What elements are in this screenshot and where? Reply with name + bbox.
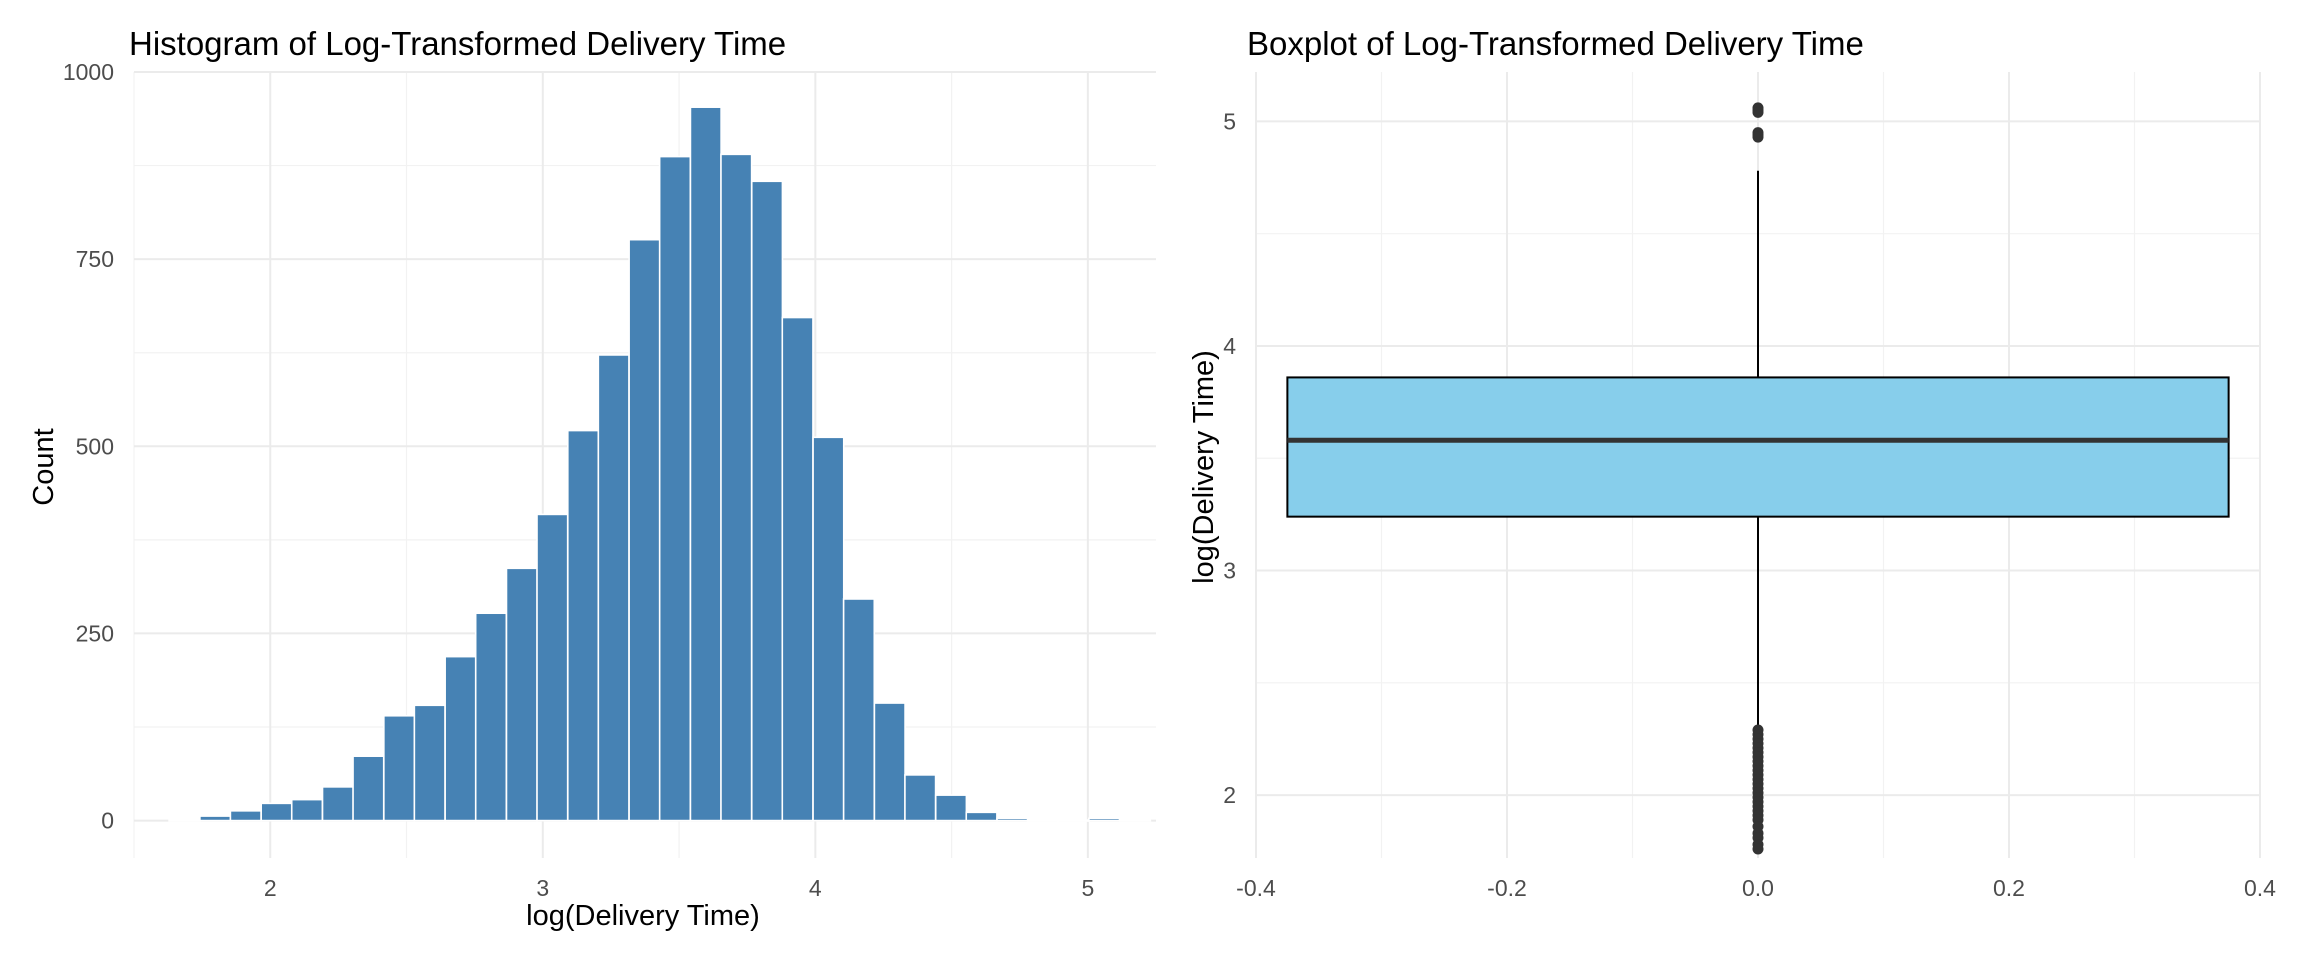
histogram-bar	[750, 180, 784, 822]
boxplot-y-ticks: 2 3 4 5	[1223, 108, 1236, 808]
boxplot-outlier-point	[1752, 106, 1764, 118]
histogram-panel: Histogram of Log-Transformed Delivery Ti…	[28, 25, 1156, 932]
histogram-bar	[1026, 819, 1060, 822]
boxplot-outlier-point	[1752, 131, 1764, 143]
histogram-bar	[996, 817, 1029, 822]
histogram-y-tick-label: 250	[76, 620, 114, 646]
histogram-bar	[904, 774, 937, 822]
histogram-bar	[567, 429, 600, 822]
boxplot-x-tick-label: -0.2	[1487, 875, 1527, 901]
boxplot-x-tick-label: 0.2	[1993, 875, 2025, 901]
histogram-bar	[168, 819, 201, 822]
histogram-bar	[1088, 817, 1121, 822]
boxplot-y-tick-label: 5	[1223, 108, 1236, 134]
boxplot-body	[1286, 170, 2230, 726]
histogram-x-axis-title: log(Delivery Time)	[526, 900, 760, 932]
histogram-x-tick-label: 5	[1081, 875, 1094, 901]
histogram-bar	[413, 704, 446, 822]
histogram-bar	[536, 513, 569, 822]
histogram-bar	[444, 655, 477, 822]
histogram-x-tick-label: 3	[536, 875, 549, 901]
boxplot-outliers	[1752, 102, 1764, 855]
histogram-bars	[168, 106, 1152, 822]
histogram-bar	[934, 794, 968, 822]
histogram-x-tick-label: 2	[264, 875, 277, 901]
histogram-bar	[383, 714, 416, 822]
boxplot-x-tick-label: 0.0	[1742, 875, 1774, 901]
histogram-bar	[720, 153, 753, 822]
histogram-bar	[965, 811, 998, 822]
histogram-bar	[474, 612, 508, 822]
histogram-y-tick-label: 0	[101, 808, 114, 834]
boxplot-y-axis-title: log(Delivery Time)	[1188, 350, 1220, 584]
histogram-bar	[689, 106, 722, 822]
histogram-y-axis-title: Count	[28, 428, 60, 505]
histogram-x-ticks: 2 3 4 5	[264, 875, 1094, 901]
boxplot-x-ticks: -0.4 -0.2 0.0 0.2 0.4	[1236, 875, 2276, 901]
histogram-bar	[628, 238, 661, 822]
histogram-y-tick-label: 750	[76, 246, 114, 272]
histogram-bar	[1057, 819, 1090, 822]
histogram-bar	[597, 354, 630, 822]
boxplot-y-tick-label: 2	[1223, 782, 1236, 808]
histogram-bar	[658, 155, 692, 822]
histogram-bar	[505, 567, 538, 822]
histogram-bar	[842, 598, 876, 822]
boxplot-x-tick-label: -0.4	[1236, 875, 1276, 901]
histogram-bar	[873, 702, 906, 822]
histogram-title: Histogram of Log-Transformed Delivery Ti…	[129, 25, 786, 62]
histogram-bar	[1118, 819, 1152, 822]
boxplot-y-tick-label: 4	[1223, 333, 1236, 359]
histogram-y-tick-label: 500	[76, 433, 114, 459]
histogram-y-tick-label: 1000	[63, 59, 114, 85]
histogram-bar	[812, 436, 845, 822]
histogram-bar	[321, 786, 354, 822]
histogram-bar	[352, 755, 385, 822]
histogram-y-ticks: 0 250 500 750 1000	[63, 59, 114, 834]
histogram-bar	[290, 798, 324, 822]
boxplot-box	[1286, 376, 2230, 518]
histogram-bar	[260, 802, 293, 822]
histogram-bar	[781, 316, 814, 822]
boxplot-x-tick-label: 0.4	[2244, 875, 2276, 901]
boxplot-title: Boxplot of Log-Transformed Delivery Time	[1247, 25, 1864, 62]
histogram-bar	[199, 815, 232, 822]
histogram-x-tick-label: 4	[809, 875, 822, 901]
boxplot-outlier-point	[1752, 843, 1764, 855]
boxplot-y-tick-label: 3	[1223, 558, 1236, 584]
boxplot-panel: Boxplot of Log-Transformed Delivery Time…	[1188, 25, 2276, 901]
histogram-bar	[229, 810, 262, 822]
